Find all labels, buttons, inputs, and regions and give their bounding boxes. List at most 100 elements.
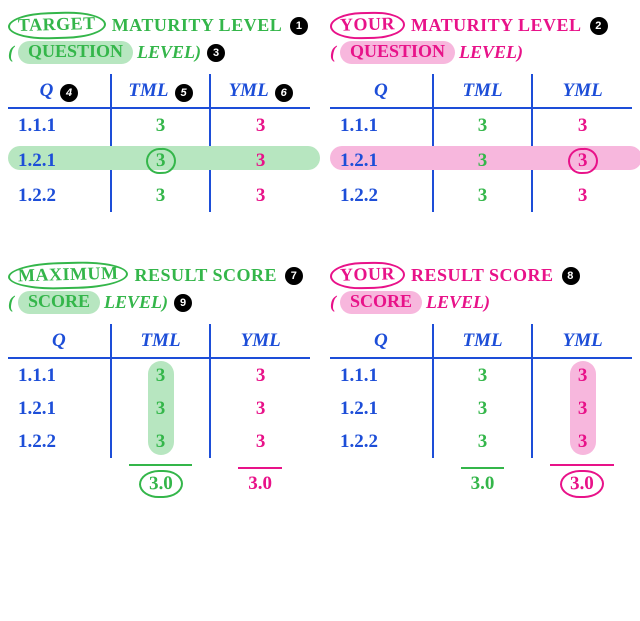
panel-your-score: YOUR result score 8 ( Score level) Q TML… [330, 262, 632, 503]
badge-8: 8 [562, 267, 580, 285]
table-row: 1.1.1 3 3 [8, 358, 310, 392]
table-row: 1.2.2 3 3 [8, 179, 310, 212]
cell-yml: 3 [256, 431, 266, 453]
cell-tml: 3 [478, 398, 488, 420]
cell-q: 1.2.2 [18, 185, 56, 207]
table-row: 1.1.1 3 3 [8, 108, 310, 142]
cell-q: 1.1.1 [18, 115, 56, 137]
cell-q: 1.2.2 [18, 431, 56, 453]
sub-rest: level) [426, 292, 490, 313]
total-underline: 3.0 [550, 464, 614, 498]
title-oval-word: YOUR [330, 11, 406, 40]
badge-2: 2 [590, 17, 608, 35]
cell-q: 1.2.2 [340, 431, 378, 453]
cell-tml: 3 [156, 185, 166, 207]
cell-yml: 3 [578, 431, 588, 453]
cell-tml: 3 [478, 150, 488, 172]
sub-rest: level) [459, 42, 523, 63]
totals-row: 3.0 3.0 [8, 458, 310, 503]
table-row: 1.2.2 3 3 [330, 179, 632, 212]
col-header-yml: YML [532, 324, 632, 358]
total-tml-circled: 3.0 [138, 470, 182, 499]
cell-tml: 3 [156, 431, 166, 453]
subtitle-highlight: Question [18, 41, 133, 64]
panel-title: YOUR maturity level 2 [330, 12, 632, 39]
cell-q: 1.2.1 [340, 150, 378, 172]
badge-5: 5 [175, 84, 193, 102]
table-row: 1.2.1 3 3 [330, 392, 632, 425]
cell-yml: 3 [256, 115, 266, 137]
cell-q: 1.2.2 [340, 185, 378, 207]
badge-7: 7 [285, 267, 303, 285]
sub-rest: level) [137, 42, 201, 63]
col-header-yml: YML [210, 324, 310, 358]
table-row: 1.2.1 3 3 [8, 392, 310, 425]
col-header-tml: TML 5 [111, 74, 211, 108]
col-header-tml: TML [111, 324, 211, 358]
col-header-q: Q 4 [8, 74, 111, 108]
panel-subtitle: ( Question level) 3 [8, 41, 310, 64]
cell-yml: 3 [578, 185, 588, 207]
table-wrapper: Q TML YML 1.1.1 3 3 1.2.1 3 3 [8, 324, 310, 503]
cell-yml: 3 [578, 398, 588, 420]
sub-open: ( [8, 42, 14, 63]
table-row: 1.2.2 3 3 [8, 425, 310, 458]
cell-q: 1.2.1 [18, 150, 56, 172]
col-header-tml: TML [433, 324, 533, 358]
col-header-yml: YML [532, 74, 632, 108]
sub-open: ( [8, 292, 14, 313]
col-header-q: Q [330, 74, 433, 108]
cell-q: 1.1.1 [340, 365, 378, 387]
cell-tml: 3 [478, 115, 488, 137]
title-oval-word: TARGET [8, 11, 106, 41]
cell-tml-circled: 3 [145, 147, 175, 174]
sub-open: ( [330, 42, 336, 63]
title-rest: result score [411, 265, 554, 286]
subtitle-highlight: Score [340, 291, 422, 314]
title-oval-word: MAXIMUM [8, 260, 129, 290]
score-table: Q TML YML 1.1.1 3 3 1.2.1 3 3 [8, 324, 310, 503]
maturity-table: Q 4 TML 5 YML 6 1.1.1 3 3 1.2.1 3 3 1.2.… [8, 74, 310, 212]
table-row-highlight: 1.2.1 3 3 [8, 142, 310, 179]
badge-4: 4 [60, 84, 78, 102]
cell-q: 1.1.1 [340, 115, 378, 137]
badge-3: 3 [207, 44, 225, 62]
title-rest: maturity level [411, 15, 582, 36]
panel-title: TARGET maturity level 1 [8, 12, 310, 39]
total-yml-circled: 3.0 [560, 470, 604, 499]
badge-6: 6 [275, 84, 293, 102]
cell-yml: 3 [256, 150, 266, 172]
panel-maximum-score: MAXIMUM result score 7 ( Score level) 9 … [8, 262, 310, 503]
subtitle-highlight: Score [18, 291, 100, 314]
cell-yml: 3 [578, 365, 588, 387]
total-underline: 3.0 [238, 467, 282, 495]
cell-yml: 3 [578, 115, 588, 137]
cell-yml: 3 [256, 365, 266, 387]
title-rest: result score [134, 265, 277, 286]
panel-title: MAXIMUM result score 7 [8, 262, 310, 289]
cell-tml: 3 [478, 185, 488, 207]
table-row-highlight: 1.2.1 3 3 [330, 142, 632, 179]
cell-yml-circled: 3 [567, 147, 597, 174]
cell-tml: 3 [156, 115, 166, 137]
total-underline: 3.0 [129, 464, 193, 498]
total-underline: 3.0 [461, 467, 505, 495]
subtitle-highlight: Question [340, 41, 455, 64]
cell-tml: 3 [478, 365, 488, 387]
cell-yml: 3 [256, 185, 266, 207]
table-row: 1.1.1 3 3 [330, 108, 632, 142]
maturity-table: Q TML YML 1.1.1 3 3 1.2.1 3 3 1.2.2 3 3 [330, 74, 632, 212]
sub-rest: level) [104, 292, 168, 313]
cell-q: 1.1.1 [18, 365, 56, 387]
panel-title: YOUR result score 8 [330, 262, 632, 289]
table-row: 1.1.1 3 3 [330, 358, 632, 392]
col-header-q: Q [8, 324, 111, 358]
col-header-tml: TML [433, 74, 533, 108]
table-row: 1.2.2 3 3 [330, 425, 632, 458]
panel-subtitle: ( Question level) [330, 41, 632, 64]
total-tml: 3.0 [471, 473, 495, 494]
col-header-q: Q [330, 324, 433, 358]
cell-tml: 3 [478, 431, 488, 453]
col-header-yml: YML 6 [210, 74, 310, 108]
panel-grid: TARGET maturity level 1 ( Question level… [8, 12, 632, 503]
